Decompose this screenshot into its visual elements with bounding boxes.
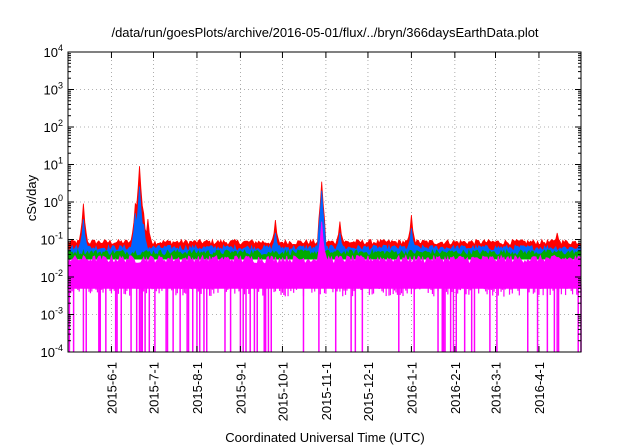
y-axis-label: cSv/day: [24, 174, 39, 221]
y-tick-label: 103: [44, 81, 63, 98]
x-axis-label: Coordinated Universal Time (UTC): [225, 430, 424, 445]
data-series: [67, 166, 582, 352]
x-tick-label: 2015-7-1: [147, 362, 162, 414]
x-tick-label: 2016-3-1: [489, 362, 504, 414]
y-tick-label: 10-1: [41, 231, 63, 248]
x-tick-label: 2015-6-1: [104, 362, 119, 414]
axis-ticks: 10-4 10-3 10-2 10-1 100 101 102 103 104 2015-6-1 2…: [41, 43, 581, 421]
x-tick-label: 2015-9-1: [233, 362, 248, 414]
y-tick-label: 10-4: [41, 343, 63, 360]
x-tick-label: 2015-12-1: [361, 362, 376, 421]
x-tick-label: 2016-1-1: [404, 362, 419, 414]
chart-title: /data/run/goesPlots/archive/2016-05-01/f…: [111, 25, 538, 40]
y-tick-label: 10-3: [41, 306, 63, 323]
y-tick-label: 101: [44, 156, 63, 173]
y-tick-label: 104: [44, 43, 63, 60]
y-tick-label: 10-2: [41, 268, 63, 285]
x-tick-label: 2015-8-1: [190, 362, 205, 414]
series-area: [67, 221, 582, 289]
x-tick-label: 2015-10-1: [275, 362, 290, 421]
y-tick-label: 100: [44, 193, 63, 210]
x-tick-label: 2016-2-1: [448, 362, 463, 414]
x-tick-label: 2016-4-1: [532, 362, 547, 414]
y-tick-label: 102: [44, 118, 63, 135]
x-tick-label: 2015-11-1: [319, 362, 334, 420]
